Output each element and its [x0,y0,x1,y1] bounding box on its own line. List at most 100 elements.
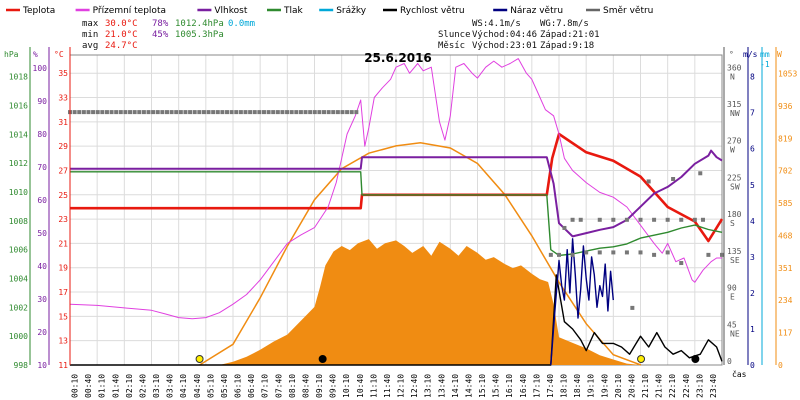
wind-direction-point [578,217,583,222]
pressure-axis-tick: 1008 [9,217,28,226]
wind-direction-point [349,110,354,115]
wind-direction-point [206,110,211,115]
wind-direction-point [294,110,299,115]
wind-direction-point [114,110,119,115]
solar-axis-tick: 468 [778,231,793,240]
wind-direction-point [151,110,156,115]
humidity-axis-tick: 50 [37,229,47,238]
temperature-axis-tick: 15 [58,312,68,321]
pressure-line [70,171,723,257]
x-tick-label: 01:40 [111,374,120,398]
wind-direction-point [261,110,266,115]
wind-direction-point [81,110,86,115]
direction-axis-name: NE [730,329,740,338]
temperature-axis-tick: 29 [58,142,68,151]
x-tick-label: 08:40 [301,374,310,398]
stats-max-rain: 0.0mm [228,19,255,29]
legend-label: Rychlost větru [400,6,465,16]
x-tick-label: 23:10 [695,374,704,398]
pressure-axis-tick: 1012 [9,159,28,168]
wind-direction-point [248,110,253,115]
wind-direction-point [91,110,96,115]
series-layer [68,58,724,366]
x-tick-label: 06:40 [247,374,256,398]
x-tick-label: 13:40 [437,374,446,398]
solar-axis-tick: 936 [778,102,793,111]
solar-axis-tick: 351 [778,264,793,273]
wind-direction-point [109,110,114,115]
x-tick-label: 05:40 [220,374,229,398]
x-tick-label: 16:40 [519,374,528,398]
wind-speed-axis-tick: 4 [750,217,755,226]
wind-direction-point [345,110,350,115]
wind-direction-point [155,110,160,115]
wind-direction-point [308,110,313,115]
x-tick-label: 15:40 [492,374,501,398]
x-tick-label: 20:10 [614,374,623,398]
x-tick-label: 06:10 [234,374,243,398]
temperature-axis-tick: 35 [58,69,68,78]
x-tick-label: 02:40 [138,374,147,398]
wind-direction-point [679,217,684,222]
wind-direction-point [312,110,317,115]
solar-axis-tick: 585 [778,199,793,208]
temperature-axis-tick: 27 [58,166,68,175]
wind-direction-point [652,217,657,222]
sunset-marker [637,355,646,363]
wind-direction-point [354,110,359,115]
wind-direction-point [164,110,169,115]
x-tick-label: 10:10 [342,374,351,398]
temperature-axis-tick: 17 [58,288,68,297]
wind-direction-point [225,110,230,115]
x-tick-label: 02:10 [125,374,134,398]
stats-max-temp: 30.0°C [105,19,138,29]
legend-label: Přízemní teplota [93,6,166,16]
solar-axis-tick: 234 [778,296,793,305]
pressure-axis-tick: 1000 [9,332,28,341]
wind-direction-point [285,110,290,115]
x-tick-label: 04:40 [193,374,202,398]
x-tick-label: 17:40 [546,374,555,398]
wind-speed-axis-unit: m/s [743,50,758,59]
wind-direction-point [257,110,262,115]
wind-direction-point [183,110,188,115]
stats-avg-label: avg [82,41,98,51]
wind-direction-point [624,250,629,255]
wind-speed-axis-tick: 6 [750,145,755,154]
wind-direction-point [178,110,183,115]
temperature-axis-tick: 23 [58,215,68,224]
wind-speed-axis-tick: 5 [750,181,755,190]
x-tick-label: 07:10 [261,374,270,398]
x-tick-label: 20:40 [627,374,636,398]
wind-speed-axis-tick: 7 [750,109,755,118]
pressure-axis-tick: 1002 [9,303,28,312]
direction-axis-tick: 180 [727,210,742,219]
wind-direction-point [118,110,123,115]
wind-direction-point [141,110,146,115]
x-tick-label: 17:10 [532,374,541,398]
solar-axis-tick: 819 [778,134,793,143]
humidity-axis-tick: 20 [37,328,47,337]
direction-axis-tick: 315 [727,100,742,109]
wind-direction-point [665,217,670,222]
stats-min-hum: 45% [152,30,169,40]
temperature-axis-tick: 25 [58,191,68,200]
direction-axis-name: W [730,146,735,155]
direction-axis-tick: 225 [727,173,742,182]
pressure-axis-tick: 1004 [9,274,28,283]
pressure-axis-tick: 1018 [9,73,28,82]
wind-direction-point [597,217,602,222]
rain-axis-unit: mm [760,50,770,59]
x-tick-label: 21:40 [655,374,664,398]
x-tick-label: 18:40 [573,374,582,398]
temperature-axis-tick: 11 [58,361,68,370]
sun-label: Slunce [438,30,471,40]
stats-max-hum: 78% [152,19,169,29]
stats-max-press: 1012.4hPa [175,19,224,29]
wind-direction-point [86,110,91,115]
direction-axis-tick: 45 [727,320,737,329]
wind-direction-point [137,110,142,115]
solar-area [70,239,722,365]
direction-axis-name: SE [730,256,740,265]
